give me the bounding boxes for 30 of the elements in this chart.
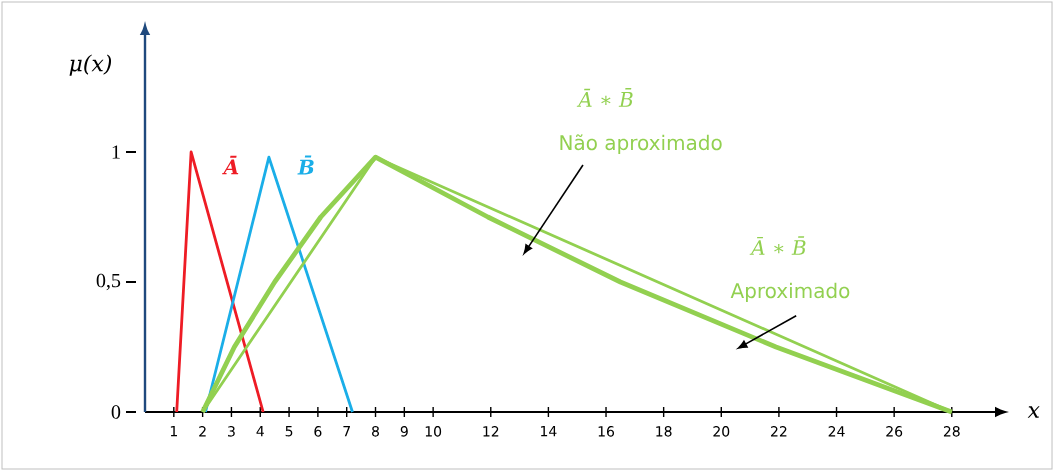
x-tick-label: 7 [343,426,350,437]
x-tick-label: 10 [425,426,442,437]
x-tick-label: 22 [771,426,787,437]
annotation: Ā ∗ B̄ [576,88,633,107]
x-tick-label: 8 [372,426,379,437]
x-tick-label: 1 [170,426,177,437]
x-tick-label: 12 [483,426,499,437]
annotation: Não aproximado [560,134,722,155]
x-tick-label: 9 [400,426,408,437]
x-tick-label: 20 [713,426,730,437]
y-tick-label: 0 [111,405,121,419]
y-axis-title: μ(x) [69,54,112,76]
series-label: Ā [222,155,239,175]
series-label: B̄ [297,155,314,175]
x-axis-title: x [1027,406,1040,418]
annotation: Ā ∗ B̄ [749,236,806,255]
x-tick-label: 16 [598,426,615,437]
x-tick-label: 14 [541,426,557,437]
x-tick-label: 28 [943,426,960,437]
x-tick-label: 24 [828,426,845,437]
x-tick-label: 5 [285,426,293,437]
y-tick-label: 1 [112,145,120,159]
x-tick-label: 6 [314,426,322,437]
x-tick-label: 4 [256,426,264,437]
y-tick-label: 0,5 [96,273,121,291]
x-tick-label: 2 [199,426,206,437]
x-tick-label: 26 [886,426,903,437]
x-tick-label: 18 [656,426,672,437]
x-tick-label: 3 [228,426,235,437]
annotation: Aproximado [730,282,850,303]
